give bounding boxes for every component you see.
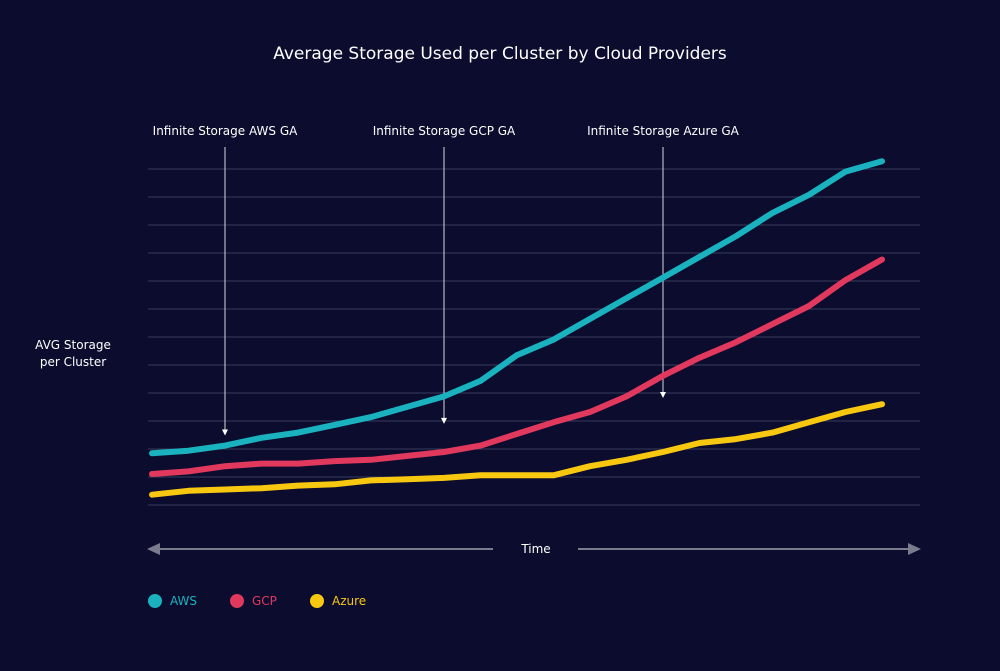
legend-swatch-gcp (230, 594, 244, 608)
y-axis-label-line-2: per Cluster (40, 355, 106, 369)
annotations: Infinite Storage AWS GA Infinite Storage … (153, 124, 740, 436)
x-axis-arrow-left-head (147, 543, 160, 555)
x-axis-arrow: Time (147, 542, 921, 556)
legend: AWS GCP Azure (148, 594, 366, 608)
legend-label-aws: AWS (170, 594, 197, 608)
chart-title: Average Storage Used per Cluster by Clou… (273, 44, 727, 64)
legend-swatch-azure (310, 594, 324, 608)
series-line-aws (149, 158, 885, 457)
series-lines (149, 158, 885, 498)
series-line-azure (149, 401, 885, 498)
annotation-label: Infinite Storage AWS GA (153, 124, 298, 138)
annotation-label: Infinite Storage Azure GA (587, 124, 740, 138)
x-axis-arrow-right-head (908, 543, 921, 555)
series-line-gcp (149, 256, 885, 477)
legend-label-azure: Azure (332, 594, 366, 608)
gridlines (148, 168, 920, 506)
annotation-arrowhead (222, 429, 228, 436)
annotation-label: Infinite Storage GCP GA (373, 124, 516, 138)
annotation-arrowhead (660, 392, 666, 399)
legend-label-gcp: GCP (252, 594, 277, 608)
annotation-arrowhead (441, 417, 447, 424)
x-axis-label: Time (520, 542, 550, 556)
legend-swatch-aws (148, 594, 162, 608)
y-axis-label-line-1: AVG Storage (35, 338, 111, 352)
